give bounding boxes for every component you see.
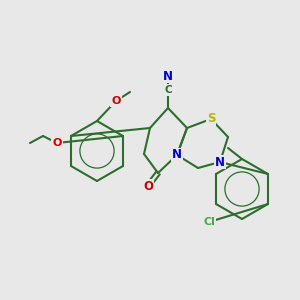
Text: O: O	[52, 138, 62, 148]
Text: N: N	[172, 148, 182, 161]
Text: O: O	[111, 96, 121, 106]
Text: N: N	[163, 70, 173, 83]
Text: S: S	[207, 112, 215, 125]
Text: N: N	[215, 155, 225, 169]
Text: O: O	[143, 179, 153, 193]
Text: C: C	[164, 85, 172, 95]
Text: Cl: Cl	[203, 217, 215, 227]
